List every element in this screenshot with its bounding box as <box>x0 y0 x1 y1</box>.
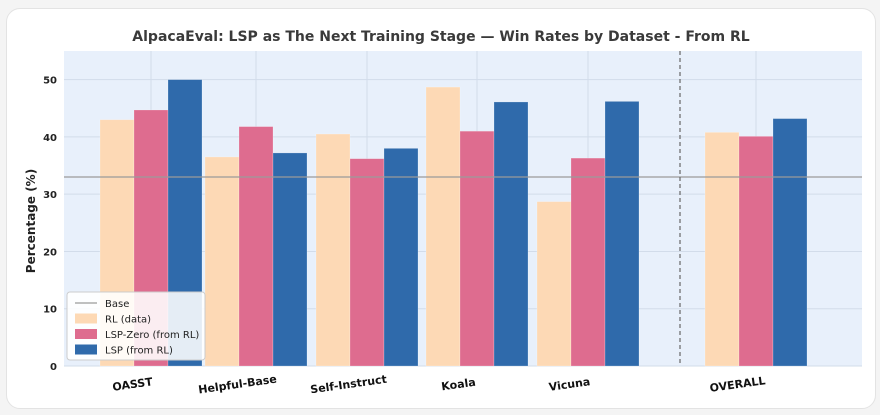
y-axis-label: Percentage (%) <box>24 169 38 273</box>
bar-koala-3 <box>493 101 529 367</box>
legend-box <box>66 291 206 361</box>
bar-self-instruct-3 <box>383 148 419 367</box>
bar-self-instruct-2 <box>349 158 385 367</box>
bar-koala-1 <box>425 86 461 367</box>
legend-swatch <box>75 344 97 355</box>
x-axis: OASST Helpful-Base Self-Instruct Koala Vicun… <box>112 373 767 397</box>
bar-helpful-base-1 <box>204 156 240 367</box>
x-tick-label: OVERALL <box>709 374 766 395</box>
legend-label: LSP-Zero (from RL) <box>105 330 199 341</box>
reference-lines <box>64 51 862 366</box>
legend-label: Base <box>105 299 129 310</box>
y-tick-label: 30 <box>43 190 57 201</box>
bar-vicuna-3 <box>604 101 640 367</box>
x-tick-label: OASST <box>112 375 154 394</box>
x-tick-label: Koala <box>441 376 477 394</box>
chart-title: AlpacaEval: LSP as The Next Training Sta… <box>132 29 749 45</box>
y-tick-label: 20 <box>43 247 57 258</box>
legend: Base RL (data) LSP-Zero (from RL) LSP (from… <box>66 291 206 361</box>
legend-label: LSP (from RL) <box>105 346 173 357</box>
x-tick-label: Self-Instruct <box>309 373 387 397</box>
bar-vicuna-1 <box>536 201 572 367</box>
legend-swatch <box>75 313 97 324</box>
bar-overall-3 <box>772 118 808 367</box>
y-tick-label: 10 <box>43 305 57 316</box>
y-tick-label: 0 <box>50 362 57 373</box>
y-tick-label: 50 <box>43 76 57 87</box>
y-axis: 0 10 20 30 40 50 <box>43 76 57 373</box>
bar-overall-2 <box>738 136 774 367</box>
y-tick-label: 40 <box>43 133 57 144</box>
legend-swatch <box>75 329 97 339</box>
chart-card: AlpacaEval: LSP as The Next Training Sta… <box>6 8 876 409</box>
bar-koala-2 <box>459 130 495 367</box>
legend-label: RL (data) <box>105 315 151 326</box>
bar-overall-1 <box>704 132 740 367</box>
bar-self-instruct-1 <box>315 133 351 367</box>
bar-chart: AlpacaEval: LSP as The Next Training Sta… <box>24 29 862 397</box>
bar-helpful-base-2 <box>238 126 274 367</box>
x-tick-label: Helpful-Base <box>197 373 277 397</box>
x-tick-label: Vicuna <box>548 375 591 394</box>
bar-helpful-base-3 <box>272 152 308 367</box>
bar-vicuna-2 <box>570 157 606 367</box>
